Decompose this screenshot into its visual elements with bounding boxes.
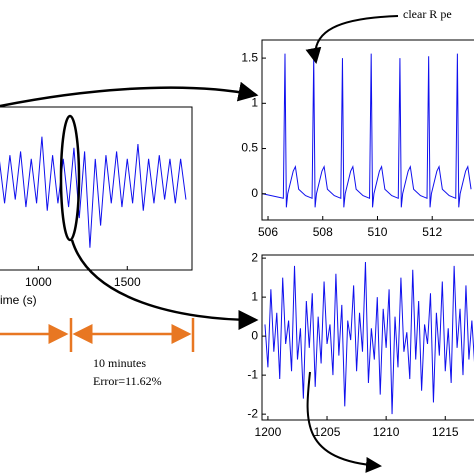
plot-area [264,262,474,415]
annotation: clear R pe [403,7,452,21]
y-tick-label: 1 [251,95,258,109]
axes-frame [261,254,474,421]
highlight-ellipse [59,114,81,242]
y-tick-label: 1.5 [241,50,258,64]
arrow [305,15,399,64]
arrow [306,371,382,473]
x-tick-label: 1500 [114,275,141,289]
plot-area [0,136,187,248]
y-tick-label: -2 [247,406,258,420]
signal-line [0,136,187,248]
y-tick-label: 1 [251,289,258,303]
signal-line [264,262,474,415]
y-tick-label: -1 [247,367,258,381]
axes-frame [261,39,474,221]
x-tick-label: 512 [422,225,442,239]
x-axis-label: ime (s) [0,293,37,307]
panels: 1000 1500 ime (s) 506 508 510 512 0 0.5 1 1.5 1200 1… [0,39,474,439]
signal-line [262,53,472,208]
y-tick-label: 0 [251,186,258,200]
plot-area [262,53,472,208]
arrow [70,239,259,330]
x-tick-label: 1200 [255,425,282,439]
x-tick-label: 1000 [25,275,52,289]
x-tick-label: 508 [313,225,333,239]
x-tick-label: 1210 [373,425,400,439]
axes-frame [0,106,193,271]
y-tick-label: 2 [251,250,258,264]
annotation: Error=11.62% [93,374,162,388]
arrow [0,81,259,108]
annotation: 10 minutes [93,356,146,370]
y-tick-label: 0.5 [241,141,258,155]
x-tick-label: 1205 [314,425,341,439]
x-tick-label: 510 [367,225,387,239]
x-tick-label: 1215 [432,425,459,439]
x-tick-label: 506 [258,225,278,239]
y-tick-label: 0 [251,328,258,342]
